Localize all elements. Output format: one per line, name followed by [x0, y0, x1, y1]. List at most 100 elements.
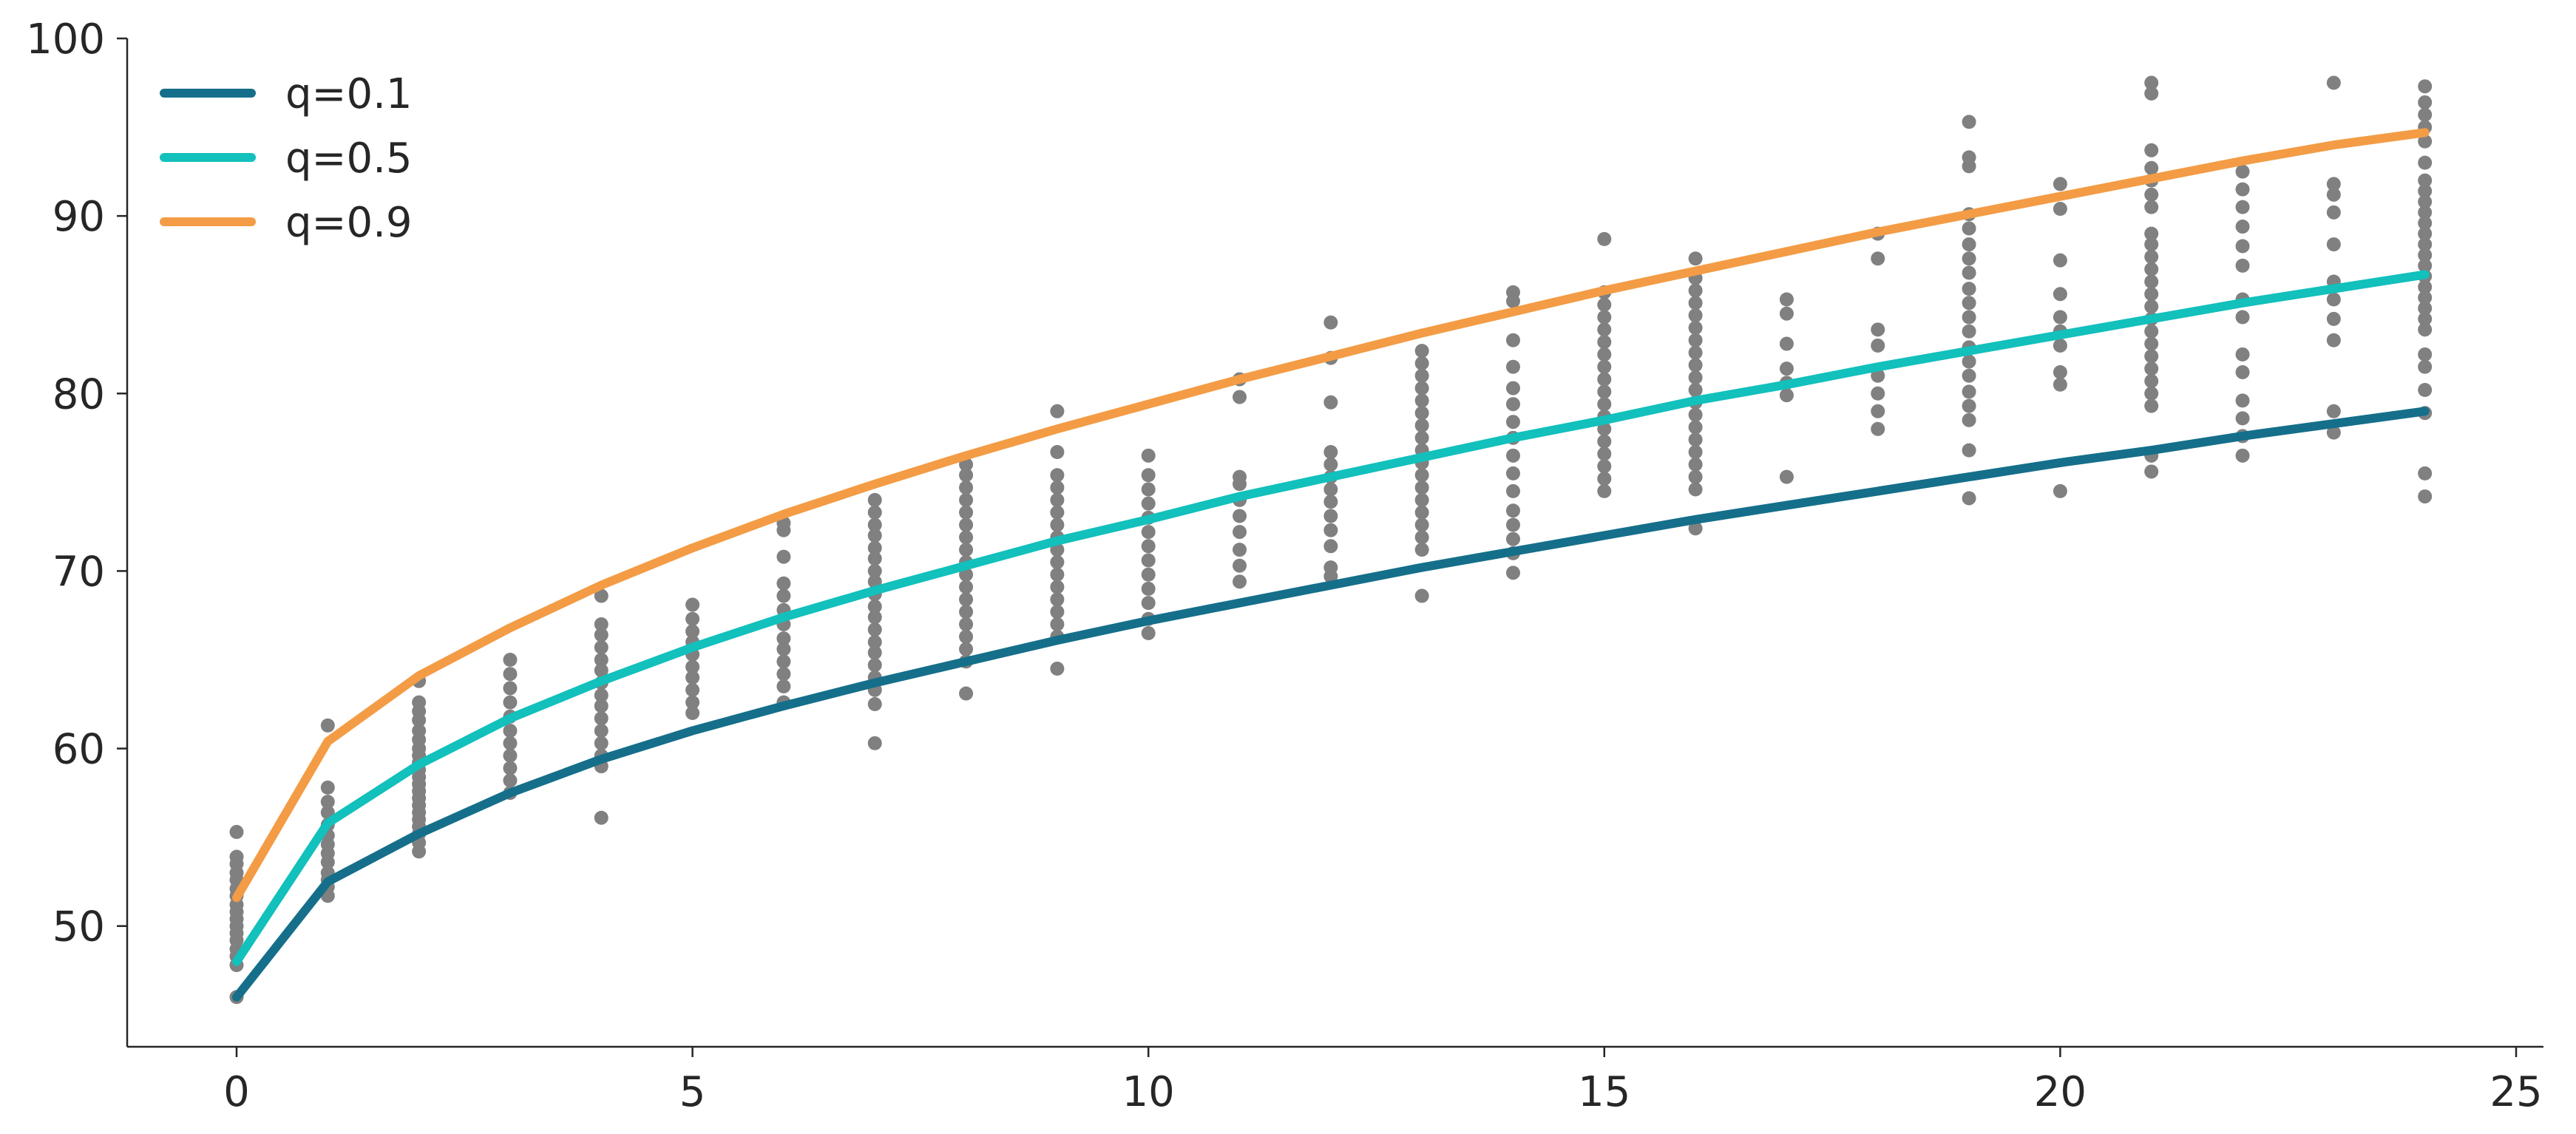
data-point [685, 670, 700, 685]
data-point [1323, 495, 1338, 509]
y-tick-label: 60 [52, 726, 105, 774]
data-point [1962, 354, 1976, 369]
legend-label: q=0.9 [285, 199, 413, 247]
data-point [1779, 388, 1794, 403]
data-point [1141, 625, 1156, 640]
data-point [1597, 322, 1612, 337]
data-point [2144, 187, 2159, 202]
data-point [594, 663, 609, 678]
data-point [2326, 237, 2341, 252]
data-point [1871, 421, 1885, 436]
data-point [685, 624, 700, 639]
data-point [959, 543, 974, 557]
data-point [2235, 411, 2250, 426]
data-point [1688, 482, 1703, 497]
data-point [2418, 155, 2433, 170]
data-point [1962, 221, 1976, 236]
data-point [2144, 75, 2159, 90]
data-point [1962, 412, 1976, 427]
data-point [2144, 361, 2159, 376]
data-point [1414, 530, 1429, 545]
data-point [2418, 382, 2433, 397]
data-point [685, 659, 700, 674]
x-tick-label: 25 [2489, 1068, 2542, 1116]
data-point [2326, 205, 2341, 220]
series-line-q-0-1 [232, 407, 2430, 1002]
data-point [503, 761, 518, 775]
data-point [2418, 205, 2433, 220]
data-point [1779, 361, 1794, 376]
data-point [594, 736, 609, 750]
data-point [1962, 443, 1976, 458]
data-point [2418, 301, 2433, 316]
data-point [2144, 373, 2159, 388]
data-point [2235, 258, 2250, 273]
data-point [2418, 79, 2433, 94]
data-point [2418, 95, 2433, 109]
data-point [1871, 368, 1885, 383]
data-point [776, 679, 791, 694]
data-point [2144, 324, 2159, 339]
data-point [2326, 425, 2341, 440]
data-point [1688, 358, 1703, 373]
data-point [1233, 390, 1247, 404]
data-point [1962, 265, 1976, 280]
data-point [1505, 333, 1520, 347]
data-point [867, 634, 882, 649]
data-point [1871, 404, 1885, 418]
data-point [503, 695, 518, 710]
data-point [867, 645, 882, 660]
data-point [1688, 370, 1703, 385]
data-point [2418, 173, 2433, 188]
data-point [776, 588, 791, 603]
data-point [1323, 457, 1338, 472]
data-point [959, 517, 974, 532]
data-point [1233, 509, 1247, 523]
data-point [959, 580, 974, 594]
data-point [594, 699, 609, 713]
data-point [594, 588, 609, 603]
data-point [1779, 292, 1794, 307]
data-point [2144, 237, 2159, 252]
data-point [2235, 239, 2250, 254]
data-point [1141, 496, 1156, 511]
data-point [1414, 393, 1429, 408]
data-point [2053, 338, 2067, 353]
data-point [1050, 445, 1065, 460]
series-line-q-0-9 [232, 128, 2430, 903]
data-point [1050, 605, 1065, 619]
data-point [1050, 592, 1065, 607]
data-point [1414, 418, 1429, 433]
data-point [2144, 287, 2159, 302]
data-point [594, 688, 609, 703]
data-point [594, 724, 609, 739]
data-point [1688, 457, 1703, 472]
data-point [1962, 398, 1976, 413]
x-tick-label: 5 [679, 1068, 706, 1116]
data-point [594, 617, 609, 631]
data-point [959, 686, 974, 701]
data-point [1233, 469, 1247, 484]
data-point [1414, 588, 1429, 603]
data-point [2053, 177, 2067, 191]
data-point [1414, 468, 1429, 483]
data-point [320, 780, 335, 795]
data-point [1597, 434, 1612, 449]
data-point [959, 592, 974, 607]
data-point [1414, 356, 1429, 370]
data-point [776, 667, 791, 682]
data-point [503, 724, 518, 739]
data-point [2053, 202, 2067, 217]
data-point [959, 617, 974, 631]
data-point [1597, 384, 1612, 399]
data-point [2326, 333, 2341, 347]
data-point [1597, 297, 1612, 312]
data-point [685, 706, 700, 721]
data-point [2418, 359, 2433, 374]
data-point [2418, 322, 2433, 337]
data-point [1050, 468, 1065, 483]
data-point [1962, 251, 1976, 266]
data-point [959, 629, 974, 644]
data-point [1233, 558, 1247, 573]
